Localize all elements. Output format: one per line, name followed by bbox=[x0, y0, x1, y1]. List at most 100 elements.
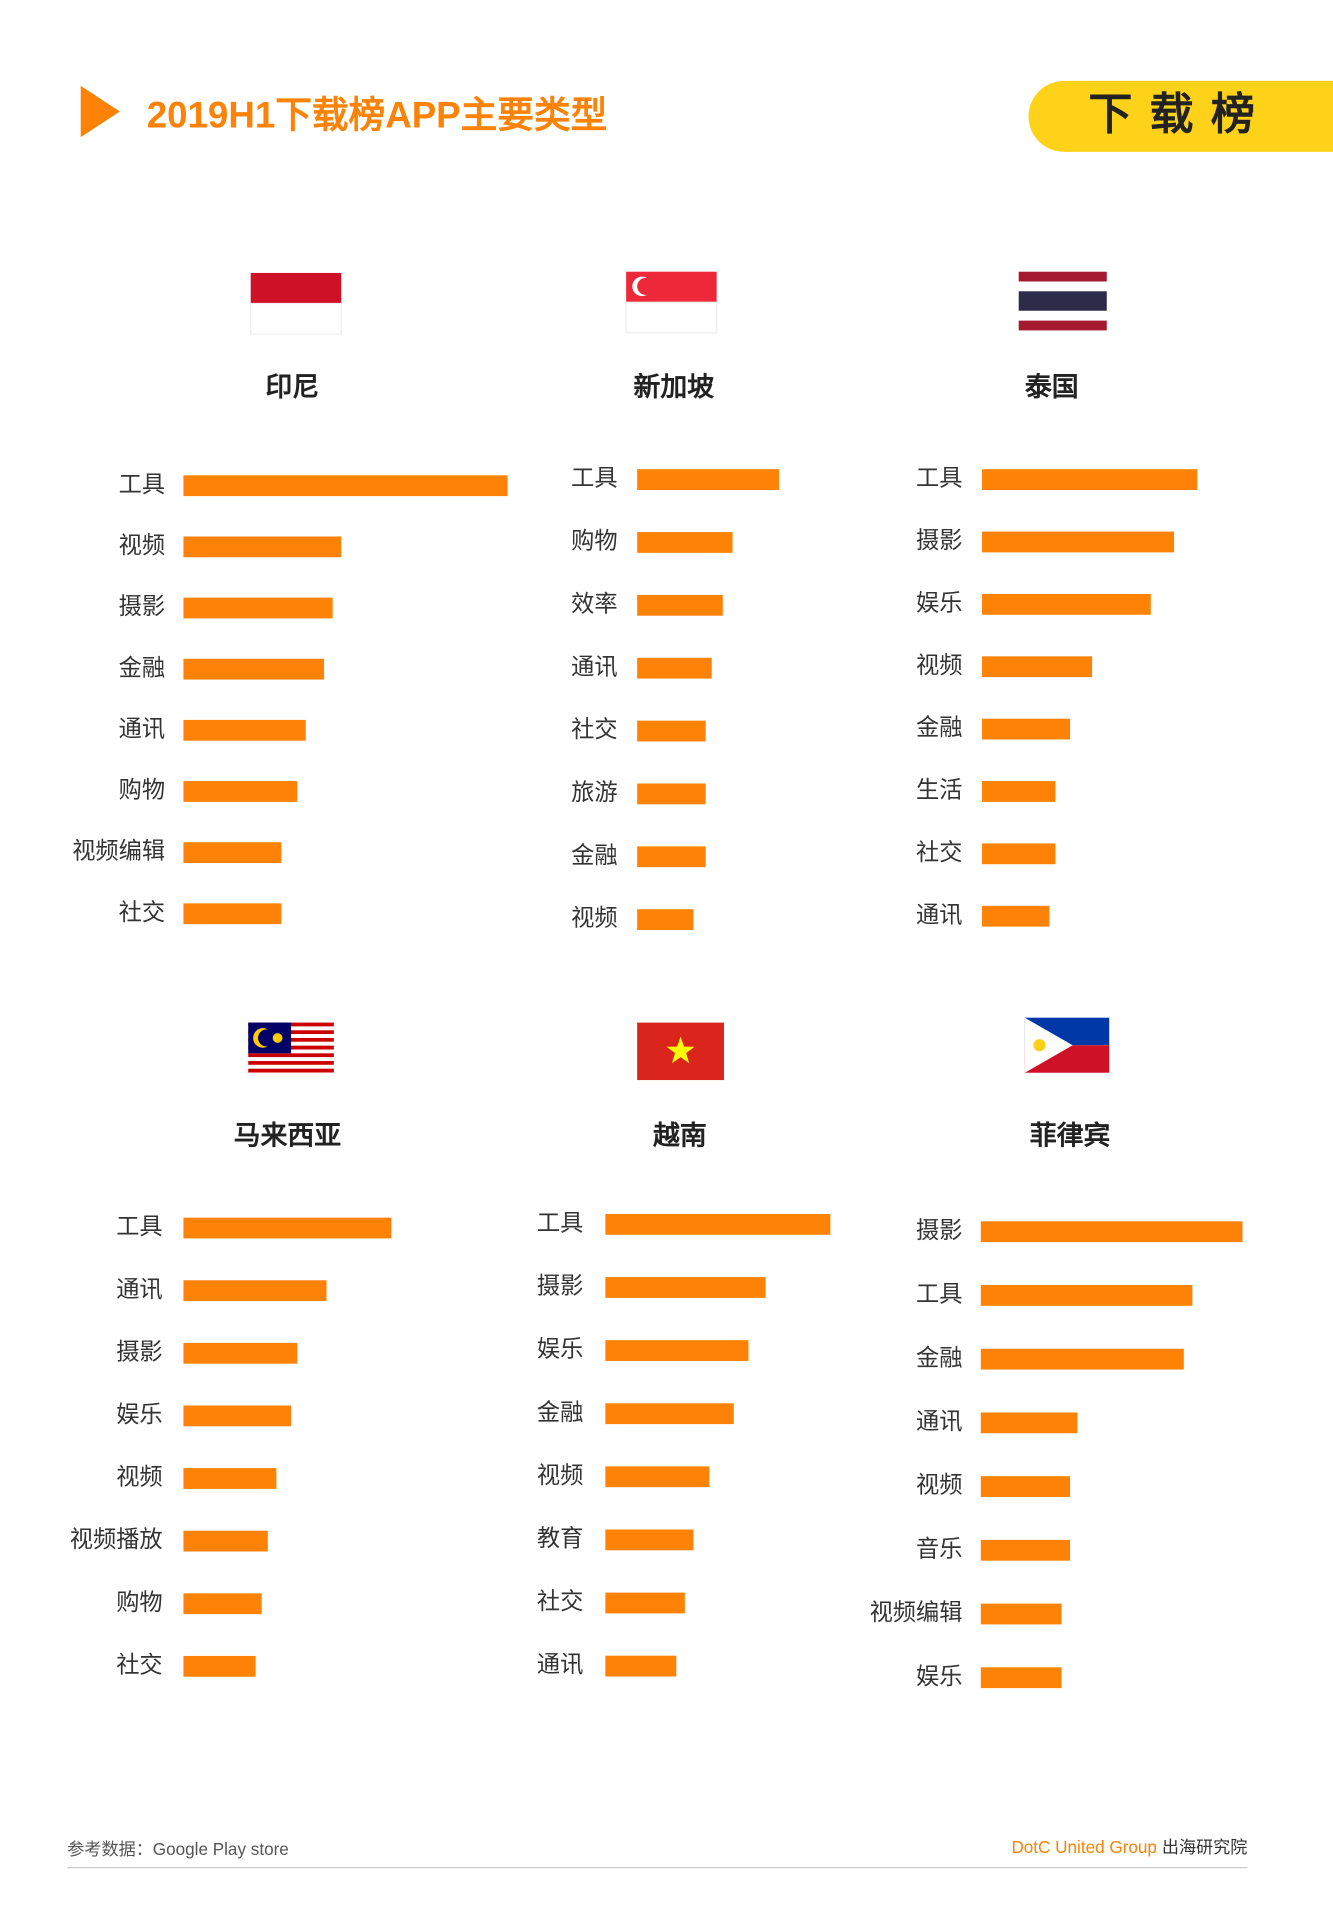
bar bbox=[183, 1655, 256, 1677]
chart-title: 马来西亚 bbox=[234, 1121, 342, 1151]
category-label: 效率 bbox=[571, 590, 617, 616]
bar bbox=[982, 593, 1151, 615]
footer-brand: DotC United Group 出海研究院 bbox=[1011, 1838, 1247, 1857]
category-label: 社交 bbox=[571, 716, 617, 742]
category-label: 生活 bbox=[916, 777, 962, 803]
category-label: 娱乐 bbox=[537, 1336, 583, 1362]
bar bbox=[183, 658, 325, 680]
bar bbox=[183, 719, 306, 741]
category-label: 视频 bbox=[537, 1462, 583, 1488]
bar bbox=[637, 657, 712, 679]
category-label: 教育 bbox=[537, 1525, 583, 1551]
category-label: 视频编辑 bbox=[870, 1599, 963, 1625]
flag-part bbox=[625, 301, 718, 334]
bar bbox=[183, 842, 282, 863]
bar bbox=[637, 594, 723, 616]
bar bbox=[980, 1221, 1243, 1243]
category-label: 娱乐 bbox=[116, 1401, 162, 1427]
bar bbox=[980, 1603, 1062, 1625]
flag-part bbox=[248, 1068, 334, 1073]
bar bbox=[605, 1466, 710, 1488]
badge-bg bbox=[1028, 80, 1333, 152]
category-label: 社交 bbox=[537, 1588, 583, 1614]
bar bbox=[980, 1285, 1193, 1306]
bar bbox=[637, 532, 733, 553]
bar bbox=[183, 1530, 268, 1552]
flag-part bbox=[1033, 1039, 1046, 1052]
footer-source: 参考数据：Google Play store bbox=[67, 1840, 289, 1859]
flag-part bbox=[250, 302, 342, 335]
category-label: 旅游 bbox=[571, 779, 617, 805]
category-label: 金融 bbox=[571, 842, 617, 868]
bar bbox=[982, 718, 1071, 740]
chart-title: 越南 bbox=[653, 1121, 707, 1151]
bar bbox=[637, 469, 780, 491]
category-label: 通讯 bbox=[116, 1276, 162, 1302]
bar bbox=[605, 1529, 694, 1551]
category-label: 金融 bbox=[916, 714, 962, 740]
bar bbox=[183, 1468, 277, 1489]
category-label: 视频 bbox=[571, 905, 617, 931]
category-label: 摄影 bbox=[916, 1217, 962, 1243]
flag-part bbox=[1024, 1017, 1073, 1073]
category-label: 金融 bbox=[119, 654, 165, 680]
category-label: 摄影 bbox=[119, 593, 165, 619]
badge: 下载榜 bbox=[1088, 90, 1271, 139]
bar bbox=[183, 903, 282, 925]
flag-part bbox=[1018, 291, 1107, 311]
chart-title: 泰国 bbox=[1025, 372, 1079, 402]
bar bbox=[605, 1213, 831, 1235]
flag-part bbox=[1018, 310, 1107, 321]
bar bbox=[980, 1476, 1071, 1497]
bar bbox=[980, 1667, 1062, 1689]
bar bbox=[980, 1539, 1071, 1561]
chart-title: 菲律宾 bbox=[1030, 1120, 1111, 1151]
category-label: 社交 bbox=[916, 839, 962, 865]
category-label: 通讯 bbox=[916, 1408, 962, 1434]
category-label: 工具 bbox=[916, 465, 962, 491]
category-label: 摄影 bbox=[537, 1273, 583, 1299]
category-label: 购物 bbox=[119, 777, 165, 803]
flag-part bbox=[1018, 320, 1107, 331]
flag-part bbox=[272, 1033, 283, 1043]
bar bbox=[183, 1405, 292, 1427]
category-label: 购物 bbox=[116, 1589, 162, 1615]
bar bbox=[982, 656, 1093, 678]
flag bbox=[1018, 271, 1107, 331]
category-label: 视频编辑 bbox=[72, 838, 165, 864]
flag-part bbox=[666, 1036, 695, 1064]
category-label: 视频 bbox=[916, 652, 962, 678]
flag-part bbox=[637, 277, 655, 295]
category-label: 通讯 bbox=[537, 1651, 583, 1677]
flag-part bbox=[248, 1053, 334, 1058]
bar bbox=[183, 536, 342, 558]
bar bbox=[605, 1340, 749, 1361]
flag-part bbox=[1018, 271, 1107, 282]
category-label: 视频 bbox=[116, 1464, 162, 1490]
bar bbox=[637, 783, 706, 805]
bar bbox=[982, 905, 1050, 927]
bar bbox=[637, 720, 706, 742]
bar bbox=[982, 531, 1175, 553]
category-label: 工具 bbox=[571, 465, 617, 491]
category-label: 金融 bbox=[916, 1344, 962, 1370]
flag-part bbox=[248, 1057, 334, 1062]
category-label: 摄影 bbox=[916, 527, 962, 553]
category-label: 工具 bbox=[116, 1213, 162, 1239]
bar bbox=[605, 1655, 677, 1677]
chart-title: 新加坡 bbox=[634, 371, 715, 402]
bar bbox=[982, 781, 1056, 802]
category-label: 通讯 bbox=[119, 715, 165, 741]
category-label: 金融 bbox=[537, 1399, 583, 1425]
category-label: 社交 bbox=[119, 899, 165, 925]
brand-suffix: 出海研究院 bbox=[1162, 1838, 1248, 1857]
category-label: 工具 bbox=[119, 471, 165, 497]
bar bbox=[183, 781, 298, 802]
brand: DotC United Group bbox=[1011, 1838, 1157, 1857]
